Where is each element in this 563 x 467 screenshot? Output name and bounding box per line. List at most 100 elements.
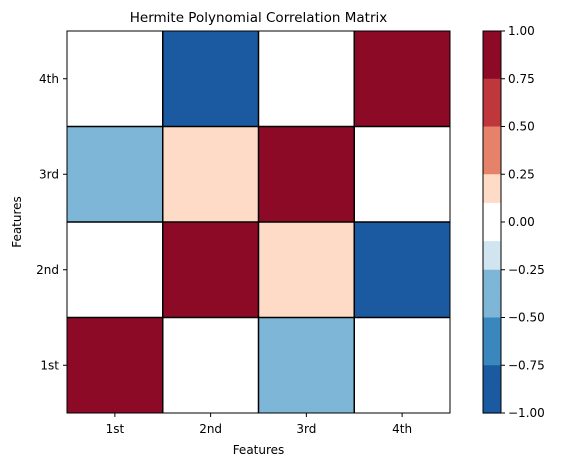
colorbar-segment (483, 390, 501, 395)
colorbar-segment (483, 406, 501, 411)
heatmap-cell-2nd-1st (67, 222, 163, 318)
colorbar-segment (483, 272, 501, 277)
colorbar-segment (483, 148, 501, 153)
colorbar-segment (483, 215, 501, 220)
colorbar-segment (483, 333, 501, 338)
colorbar-segment (483, 381, 501, 385)
colorbar-segment (483, 56, 501, 61)
x-axis: 1st 2nd 3rd 4th (106, 413, 412, 436)
colorbar-segment (483, 269, 501, 274)
colorbar-segment (483, 266, 501, 271)
x-axis-label: Features (233, 443, 285, 457)
colorbar-segment (483, 69, 501, 73)
colorbar-segment (483, 244, 501, 249)
colorbar-segment (483, 190, 501, 194)
colorbar-segment (483, 107, 501, 112)
colorbar-segment (483, 116, 501, 121)
heatmap-cell-2nd-3rd (258, 222, 355, 318)
colorbar-segment (483, 209, 501, 214)
x-tick-label: 1st (106, 422, 125, 436)
colorbar-tick-label: 0.75 (508, 72, 535, 86)
colorbar-segment (483, 346, 501, 350)
heatmap-cell-1st-2nd (162, 317, 259, 413)
chart-title: Hermite Polynomial Correlation Matrix (130, 10, 388, 26)
colorbar-segment (483, 237, 501, 242)
heatmap-cells (67, 31, 450, 413)
colorbar-segment (483, 298, 501, 303)
colorbar-segment (483, 387, 501, 392)
colorbar-tick-label: 0.50 (508, 120, 535, 134)
colorbar-segment (483, 228, 501, 233)
colorbar-segment (483, 167, 501, 172)
colorbar-segment (483, 323, 501, 328)
colorbar-segment (483, 81, 501, 86)
colorbar-segment (483, 183, 501, 188)
colorbar-segment (483, 371, 501, 376)
colorbar-segment (483, 327, 501, 331)
colorbar-segment (483, 85, 501, 89)
colorbar-segment (483, 314, 501, 319)
colorbar-segment (483, 199, 501, 204)
colorbar-segment (483, 384, 501, 389)
x-tick-label: 3rd (296, 422, 316, 436)
colorbar-segment (483, 285, 501, 290)
colorbar-segment (483, 225, 501, 229)
colorbar-tick-label: −0.50 (508, 311, 545, 325)
colorbar-segment (483, 368, 501, 373)
colorbar-segment (483, 110, 501, 115)
heatmap-cell-3rd-1st (67, 126, 163, 222)
colorbar-segment (483, 161, 501, 166)
colorbar-segment (483, 206, 501, 210)
colorbar-tick-label: 0.00 (508, 215, 535, 229)
colorbar-segment (483, 50, 501, 54)
colorbar-segment (483, 292, 501, 296)
colorbar-segment (483, 34, 501, 38)
colorbar-segment (483, 78, 501, 83)
colorbar-segment (483, 145, 501, 150)
colorbar-segment (483, 304, 501, 309)
colorbar-segment (483, 97, 501, 102)
y-tick-label: 2nd (36, 263, 59, 277)
colorbar-segment (483, 37, 501, 42)
y-tick-label: 3rd (39, 167, 59, 181)
colorbar-segment (483, 171, 501, 175)
colorbar-segment (483, 276, 501, 280)
colorbar-segment (483, 104, 501, 108)
colorbar-segment (483, 253, 501, 258)
heatmap-cell-1st-3rd (258, 317, 355, 413)
colorbar-segment (483, 307, 501, 312)
colorbar-segment (483, 247, 501, 252)
colorbar-segment (483, 40, 501, 45)
x-tick-label: 4th (392, 422, 412, 436)
cell-borders (67, 31, 450, 413)
colorbar-segment (483, 155, 501, 159)
heatmap-cell-4th-3rd (258, 31, 355, 127)
colorbar-segment (483, 218, 501, 223)
colorbar-tick-label: 1.00 (508, 24, 535, 38)
colorbar-segment (483, 257, 501, 261)
heatmap-cell-4th-4th (354, 31, 450, 127)
plot-frame (66, 30, 451, 414)
colorbar-segment (483, 374, 501, 379)
colorbar-segment (483, 279, 501, 284)
colorbar-segment (483, 295, 501, 299)
colorbar-segment (483, 301, 501, 306)
colorbar-segment (483, 59, 501, 64)
colorbar-segment (483, 123, 501, 128)
colorbar-segment (483, 136, 501, 140)
colorbar-tick-label: −0.75 (508, 358, 545, 372)
heatmap-cell-3rd-2nd (162, 126, 259, 222)
colorbar-segment (483, 330, 501, 335)
colorbar-segment (483, 43, 501, 48)
colorbar-segment (483, 202, 501, 207)
colorbar-segment (483, 222, 501, 226)
colorbar-segment (483, 120, 501, 124)
colorbar-segment (483, 377, 501, 382)
colorbar-segment (483, 75, 501, 80)
x-tick-label: 2nd (199, 422, 222, 436)
colorbar-segment (483, 94, 501, 99)
colorbar-segment (483, 66, 501, 70)
colorbar-segment (483, 250, 501, 255)
heatmap-cell-2nd-2nd (162, 222, 259, 318)
